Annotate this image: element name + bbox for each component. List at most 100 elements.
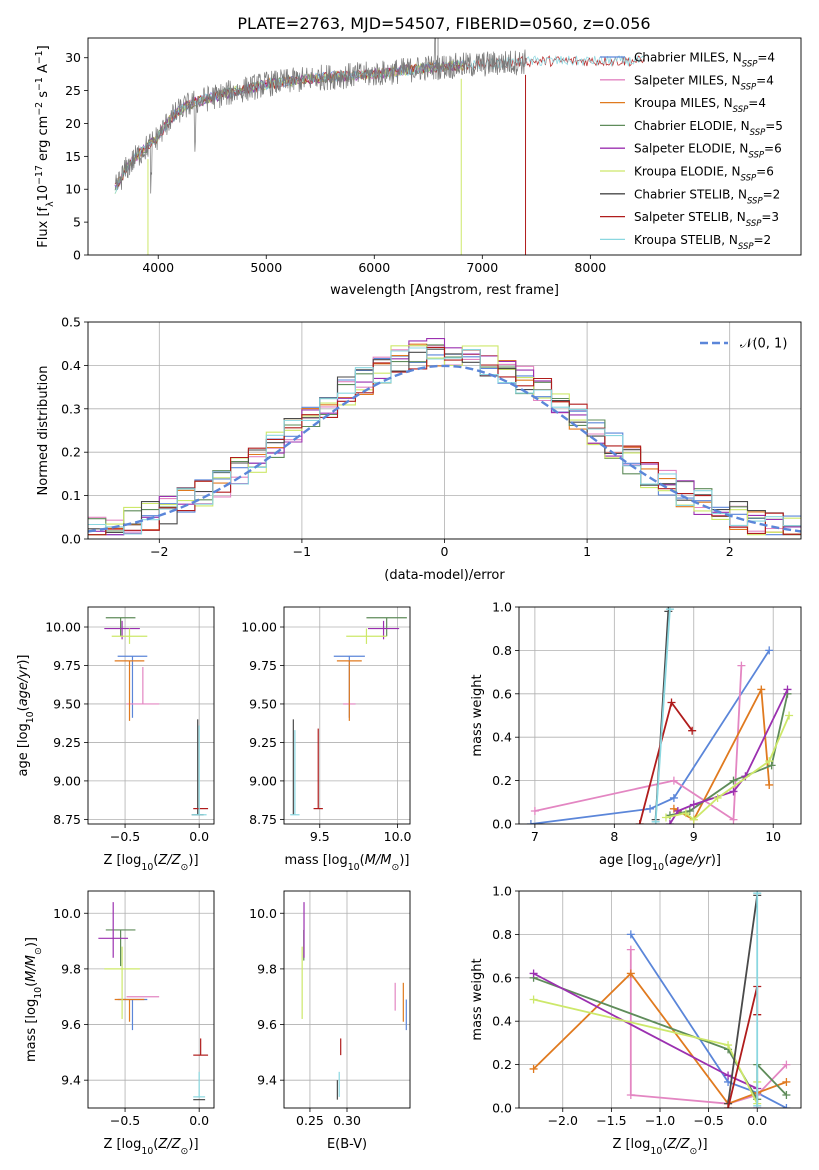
weight-marker xyxy=(626,930,635,939)
legend-sub: SSP xyxy=(733,105,749,115)
y-tick-label: 0.0 xyxy=(492,817,512,832)
y-axis-label-part: ] xyxy=(36,45,51,50)
x-tick-label: 0.25 xyxy=(296,1113,324,1128)
axes-frame xyxy=(87,321,802,540)
errorbar-point xyxy=(104,946,140,1019)
weight-marker xyxy=(689,800,698,809)
errorbar-point xyxy=(111,628,148,644)
legend-name: Kroupa MILES, N xyxy=(634,96,733,110)
errorbar-point xyxy=(290,730,300,816)
plot-area-mass-vs-Z xyxy=(88,891,214,1108)
plot-area-weight-vs-age xyxy=(519,607,801,824)
errorbar-point xyxy=(105,617,136,637)
legend-name: Chabrier ELODIE, N xyxy=(634,119,750,133)
weight-marker xyxy=(529,1064,538,1073)
weight-marker xyxy=(753,1101,762,1108)
plot-area-age-vs-mass xyxy=(284,607,410,824)
x-tick-label: −0.5 xyxy=(110,829,140,844)
weight-marker xyxy=(681,809,690,818)
weight-marker xyxy=(783,685,792,694)
axes-frame xyxy=(87,890,215,1109)
x-axis-label: Z [log10(Z/Z⊙)] xyxy=(103,853,198,873)
weight-marker xyxy=(529,995,538,1004)
chart-residuals: −2 −1 0 1 2 0.0 0.1 0.2 0.3 0.4 0.5 𝒩(0, 1) (data-mo… xyxy=(36,315,802,583)
errorbar-point xyxy=(191,719,204,816)
weight-line xyxy=(630,933,787,1108)
legend-sub: SSP xyxy=(748,151,764,161)
x-axis-label-part: ⊙ xyxy=(690,1146,698,1157)
legend-sub: SSP xyxy=(738,242,754,252)
weight-line xyxy=(673,686,771,821)
x-tick-label: 0.0 xyxy=(189,1113,209,1128)
plot-area-weight-vs-Z xyxy=(519,891,801,1108)
y-axis-label-part: 10 xyxy=(25,711,36,723)
legend-label: Chabrier STELIB, NSSP=2 xyxy=(634,187,780,206)
y-tick-label: 15 xyxy=(65,149,81,164)
y-tick-label: 0.8 xyxy=(492,927,512,942)
x-axis-label-part: mass [log xyxy=(285,853,348,868)
x-axis-label-part: )] xyxy=(399,853,409,868)
y-tick-label: 1.0 xyxy=(492,600,512,615)
plot-area-residuals xyxy=(88,322,801,539)
legend-count: =4 xyxy=(748,96,766,110)
weight-line xyxy=(638,700,693,824)
x-tick-label: 9.5 xyxy=(310,829,330,844)
x-tick-label: 2 xyxy=(726,544,734,559)
figure-title: PLATE=2763, MJD=54507, FIBERID=0560, z=0… xyxy=(237,14,650,33)
weight-marker xyxy=(724,1071,733,1080)
weight-marker xyxy=(673,806,682,815)
x-tick-label: 0 xyxy=(441,544,449,559)
weight-marker xyxy=(753,891,762,898)
chart-weight-vs-Z: −2.0 −1.5 −1.0 −0.5 0.0 0.0 0.2 0.4 0.6 0.8 1.0 mas… xyxy=(470,884,802,1157)
histogram-kroupa-stelib xyxy=(88,347,801,535)
y-axis-label-part: 10 xyxy=(33,987,44,999)
weight-marker xyxy=(526,820,535,824)
weight-line xyxy=(530,649,770,824)
x-axis-label: mass [log10(M/M⊙)] xyxy=(285,853,410,873)
legend-sub: SSP xyxy=(741,174,757,184)
x-axis-label: (data-model)/error xyxy=(384,568,505,583)
y-axis-label-part: Flux [f xyxy=(36,206,51,247)
legend-count: =2 xyxy=(754,233,772,247)
x-axis-label: age [log10(age/yr)] xyxy=(599,853,721,873)
weight-marker xyxy=(729,776,738,785)
y-axis-label: mass weight xyxy=(470,958,485,1040)
x-tick-label: 7 xyxy=(531,829,539,844)
legend-count: =4 xyxy=(757,51,775,65)
errorbar-point xyxy=(336,660,362,721)
legend-label: Salpeter MILES, NSSP=4 xyxy=(634,73,774,92)
y-axis-label-part: −1 xyxy=(34,77,45,91)
axes-frame xyxy=(518,606,802,825)
x-axis-label: Z [log10(Z/Z⊙)] xyxy=(103,1137,198,1157)
y-tick-label: 5 xyxy=(73,215,81,230)
weight-line xyxy=(669,689,789,824)
y-axis-label-part: 10 xyxy=(36,185,51,202)
y-tick-label: 0.0 xyxy=(61,532,81,547)
weight-marker xyxy=(665,607,674,614)
weight-marker xyxy=(782,1104,791,1108)
axes-frame xyxy=(283,890,411,1109)
y-tick-label: 0.2 xyxy=(492,773,512,788)
x-axis-label-part: Z [log xyxy=(612,1137,650,1152)
x-axis-label-part: 10 xyxy=(348,862,360,873)
errorbar-point xyxy=(98,902,129,958)
errorbar-point xyxy=(191,725,207,816)
errorbar-point xyxy=(105,929,136,967)
errorbar-point xyxy=(114,998,145,1022)
x-axis-label-part: )] xyxy=(188,1137,198,1152)
x-tick-label: −0.5 xyxy=(110,1113,140,1128)
y-tick-label: 0.4 xyxy=(61,358,81,373)
x-axis-label-part: ( xyxy=(664,853,669,868)
chart-spectrum: 4000 5000 6000 7000 8000 0 5 10 15 20 25 30 waveleng… xyxy=(34,37,802,298)
legend-sub: SSP xyxy=(747,196,763,206)
y-axis-label-part: ( xyxy=(16,706,31,711)
weight-marker xyxy=(724,1041,733,1050)
x-axis-label-part: Z/Z xyxy=(666,1137,690,1152)
y-tick-label: 9.50 xyxy=(53,696,81,711)
weight-marker xyxy=(669,776,678,785)
weight-marker xyxy=(782,1090,791,1099)
weight-marker xyxy=(667,698,676,707)
y-axis-label-part: −17 xyxy=(34,165,45,185)
spectrum-data-line xyxy=(114,38,526,194)
